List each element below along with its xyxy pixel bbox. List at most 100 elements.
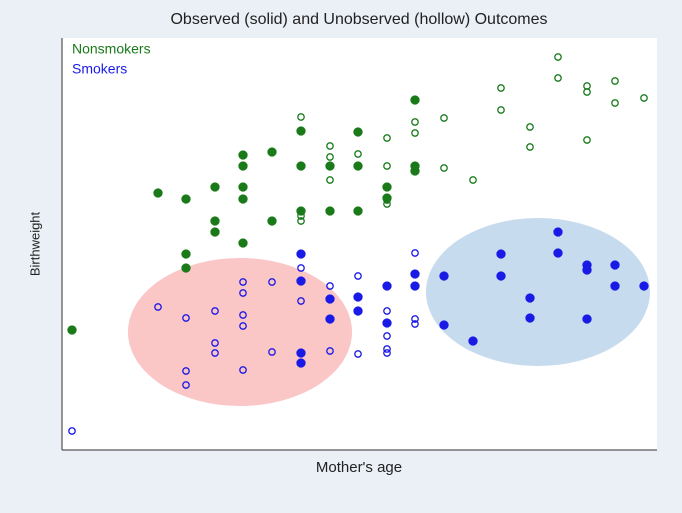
point-unobserved <box>583 88 591 96</box>
point-unobserved <box>297 212 305 220</box>
point-unobserved <box>440 164 448 172</box>
point-observed <box>325 206 335 216</box>
point-unobserved <box>268 278 276 286</box>
point-unobserved <box>154 303 162 311</box>
point-unobserved <box>554 53 562 61</box>
highlight-ellipse <box>426 218 650 366</box>
point-observed <box>353 127 363 137</box>
point-unobserved <box>68 427 76 435</box>
point-unobserved <box>411 320 419 328</box>
point-observed <box>238 150 248 160</box>
point-observed <box>296 358 306 368</box>
point-observed <box>582 314 592 324</box>
point-unobserved <box>297 113 305 121</box>
point-observed <box>238 238 248 248</box>
point-observed <box>496 271 506 281</box>
point-observed <box>525 313 535 323</box>
point-observed <box>296 126 306 136</box>
point-observed <box>238 161 248 171</box>
point-observed <box>210 227 220 237</box>
point-unobserved <box>469 176 477 184</box>
point-observed <box>238 182 248 192</box>
point-unobserved <box>297 217 305 225</box>
point-observed <box>639 281 649 291</box>
x-axis-label: Mother's age <box>316 459 402 476</box>
point-observed <box>296 249 306 259</box>
point-unobserved <box>640 94 648 102</box>
point-unobserved <box>383 196 391 204</box>
point-unobserved <box>211 307 219 315</box>
point-observed <box>553 248 563 258</box>
point-observed <box>181 194 191 204</box>
point-unobserved <box>354 272 362 280</box>
point-unobserved <box>383 349 391 357</box>
point-unobserved <box>611 77 619 85</box>
point-unobserved <box>526 123 534 131</box>
point-unobserved <box>211 339 219 347</box>
point-observed <box>296 348 306 358</box>
point-unobserved <box>239 289 247 297</box>
point-observed <box>210 182 220 192</box>
point-observed <box>610 281 620 291</box>
point-unobserved <box>354 350 362 358</box>
point-observed <box>610 260 620 270</box>
point-observed <box>267 216 277 226</box>
point-unobserved <box>497 84 505 92</box>
point-observed <box>210 216 220 226</box>
point-unobserved <box>211 349 219 357</box>
point-unobserved <box>326 347 334 355</box>
point-observed <box>468 336 478 346</box>
point-unobserved <box>411 249 419 257</box>
legend-entry: Smokers <box>72 61 127 77</box>
point-unobserved <box>182 381 190 389</box>
point-observed <box>267 147 277 157</box>
point-observed <box>296 276 306 286</box>
point-unobserved <box>268 348 276 356</box>
point-unobserved <box>411 129 419 137</box>
point-unobserved <box>497 106 505 114</box>
point-observed <box>353 292 363 302</box>
point-observed <box>410 269 420 279</box>
point-unobserved <box>239 278 247 286</box>
point-observed <box>325 314 335 324</box>
point-unobserved <box>182 314 190 322</box>
point-observed <box>382 182 392 192</box>
point-unobserved <box>297 297 305 305</box>
point-unobserved <box>383 332 391 340</box>
point-unobserved <box>239 311 247 319</box>
point-unobserved <box>383 307 391 315</box>
point-observed <box>410 281 420 291</box>
point-unobserved <box>554 74 562 82</box>
point-observed <box>553 227 563 237</box>
point-observed <box>181 249 191 259</box>
point-observed <box>181 263 191 273</box>
point-observed <box>382 281 392 291</box>
point-observed <box>582 265 592 275</box>
point-unobserved <box>239 366 247 374</box>
point-observed <box>410 95 420 105</box>
point-unobserved <box>354 150 362 158</box>
point-observed <box>325 294 335 304</box>
point-observed <box>238 194 248 204</box>
point-unobserved <box>411 315 419 323</box>
point-unobserved <box>239 322 247 330</box>
point-observed <box>410 166 420 176</box>
point-observed <box>296 161 306 171</box>
point-observed <box>439 320 449 330</box>
point-unobserved <box>326 282 334 290</box>
point-unobserved <box>383 162 391 170</box>
point-observed <box>496 249 506 259</box>
point-observed <box>153 188 163 198</box>
point-observed <box>353 206 363 216</box>
point-unobserved <box>526 143 534 151</box>
y-axis-label: Birthweight <box>27 211 42 276</box>
point-unobserved <box>383 134 391 142</box>
point-unobserved <box>182 367 190 375</box>
point-unobserved <box>326 153 334 161</box>
point-observed <box>325 161 335 171</box>
point-unobserved <box>440 114 448 122</box>
point-unobserved <box>383 200 391 208</box>
point-unobserved <box>411 118 419 126</box>
